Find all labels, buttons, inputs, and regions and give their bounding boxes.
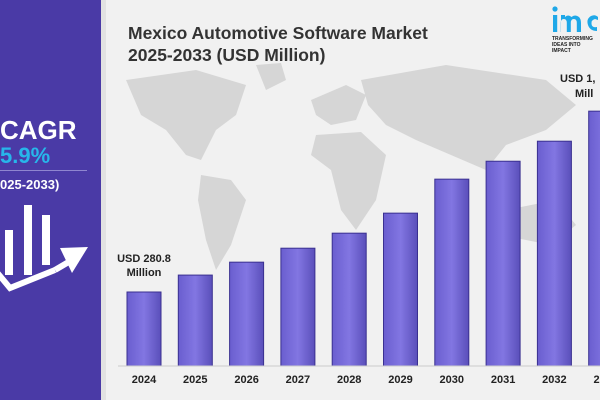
bar-2030	[434, 178, 470, 367]
end-annotation-line1: USD 1,	[560, 73, 595, 85]
bar-2024	[126, 291, 162, 367]
world-map-background	[126, 63, 576, 270]
chart-title: Mexico Automotive Software Market 2025-2…	[128, 22, 428, 66]
panel-divider	[101, 0, 106, 400]
imarc-logo: TRANSFORMING IDEAS INTO IMPACT	[552, 4, 600, 54]
cagr-label: CAGR	[0, 115, 77, 145]
x-tick-label: 2027	[286, 374, 310, 386]
growth-chart-arrow-icon	[0, 205, 88, 292]
bar-2026	[229, 261, 265, 367]
end-annotation-line2: Mill	[575, 88, 593, 100]
x-tick-label: 2029	[388, 374, 412, 386]
x-tick-label: 2026	[234, 374, 258, 386]
logo-word	[552, 6, 598, 32]
bar-2032	[536, 140, 572, 367]
start-annotation-line2: Million	[127, 267, 162, 279]
x-tick-label: 2032	[542, 374, 566, 386]
bar-2029	[383, 212, 418, 367]
x-tick-label: 2025	[183, 374, 207, 386]
start-annotation-line1: USD 280.8	[117, 253, 171, 265]
x-tick-label: 2024	[132, 374, 157, 386]
cagr-value: 5.9%	[0, 143, 51, 168]
chart-title-line2: 2025-2033 (USD Million)	[128, 45, 326, 65]
bar-2028	[331, 232, 367, 367]
x-tick-label: 2033	[593, 374, 600, 386]
bar-2025	[177, 274, 213, 367]
divider-line	[0, 170, 87, 171]
cagr-period: 025-2033)	[0, 177, 60, 192]
bar-2031	[485, 160, 521, 367]
x-tick-label: 2028	[337, 374, 361, 386]
logo-tagline: TRANSFORMING IDEAS INTO IMPACT	[552, 36, 593, 54]
cagr-panel: CAGR 5.9% 025-2033)	[0, 0, 101, 400]
chart-title-line1: Mexico Automotive Software Market	[128, 23, 428, 43]
bar-2033	[588, 110, 600, 367]
x-tick-label: 2031	[491, 374, 515, 386]
x-tick-label: 2030	[440, 374, 464, 386]
bar-2027	[280, 247, 316, 367]
